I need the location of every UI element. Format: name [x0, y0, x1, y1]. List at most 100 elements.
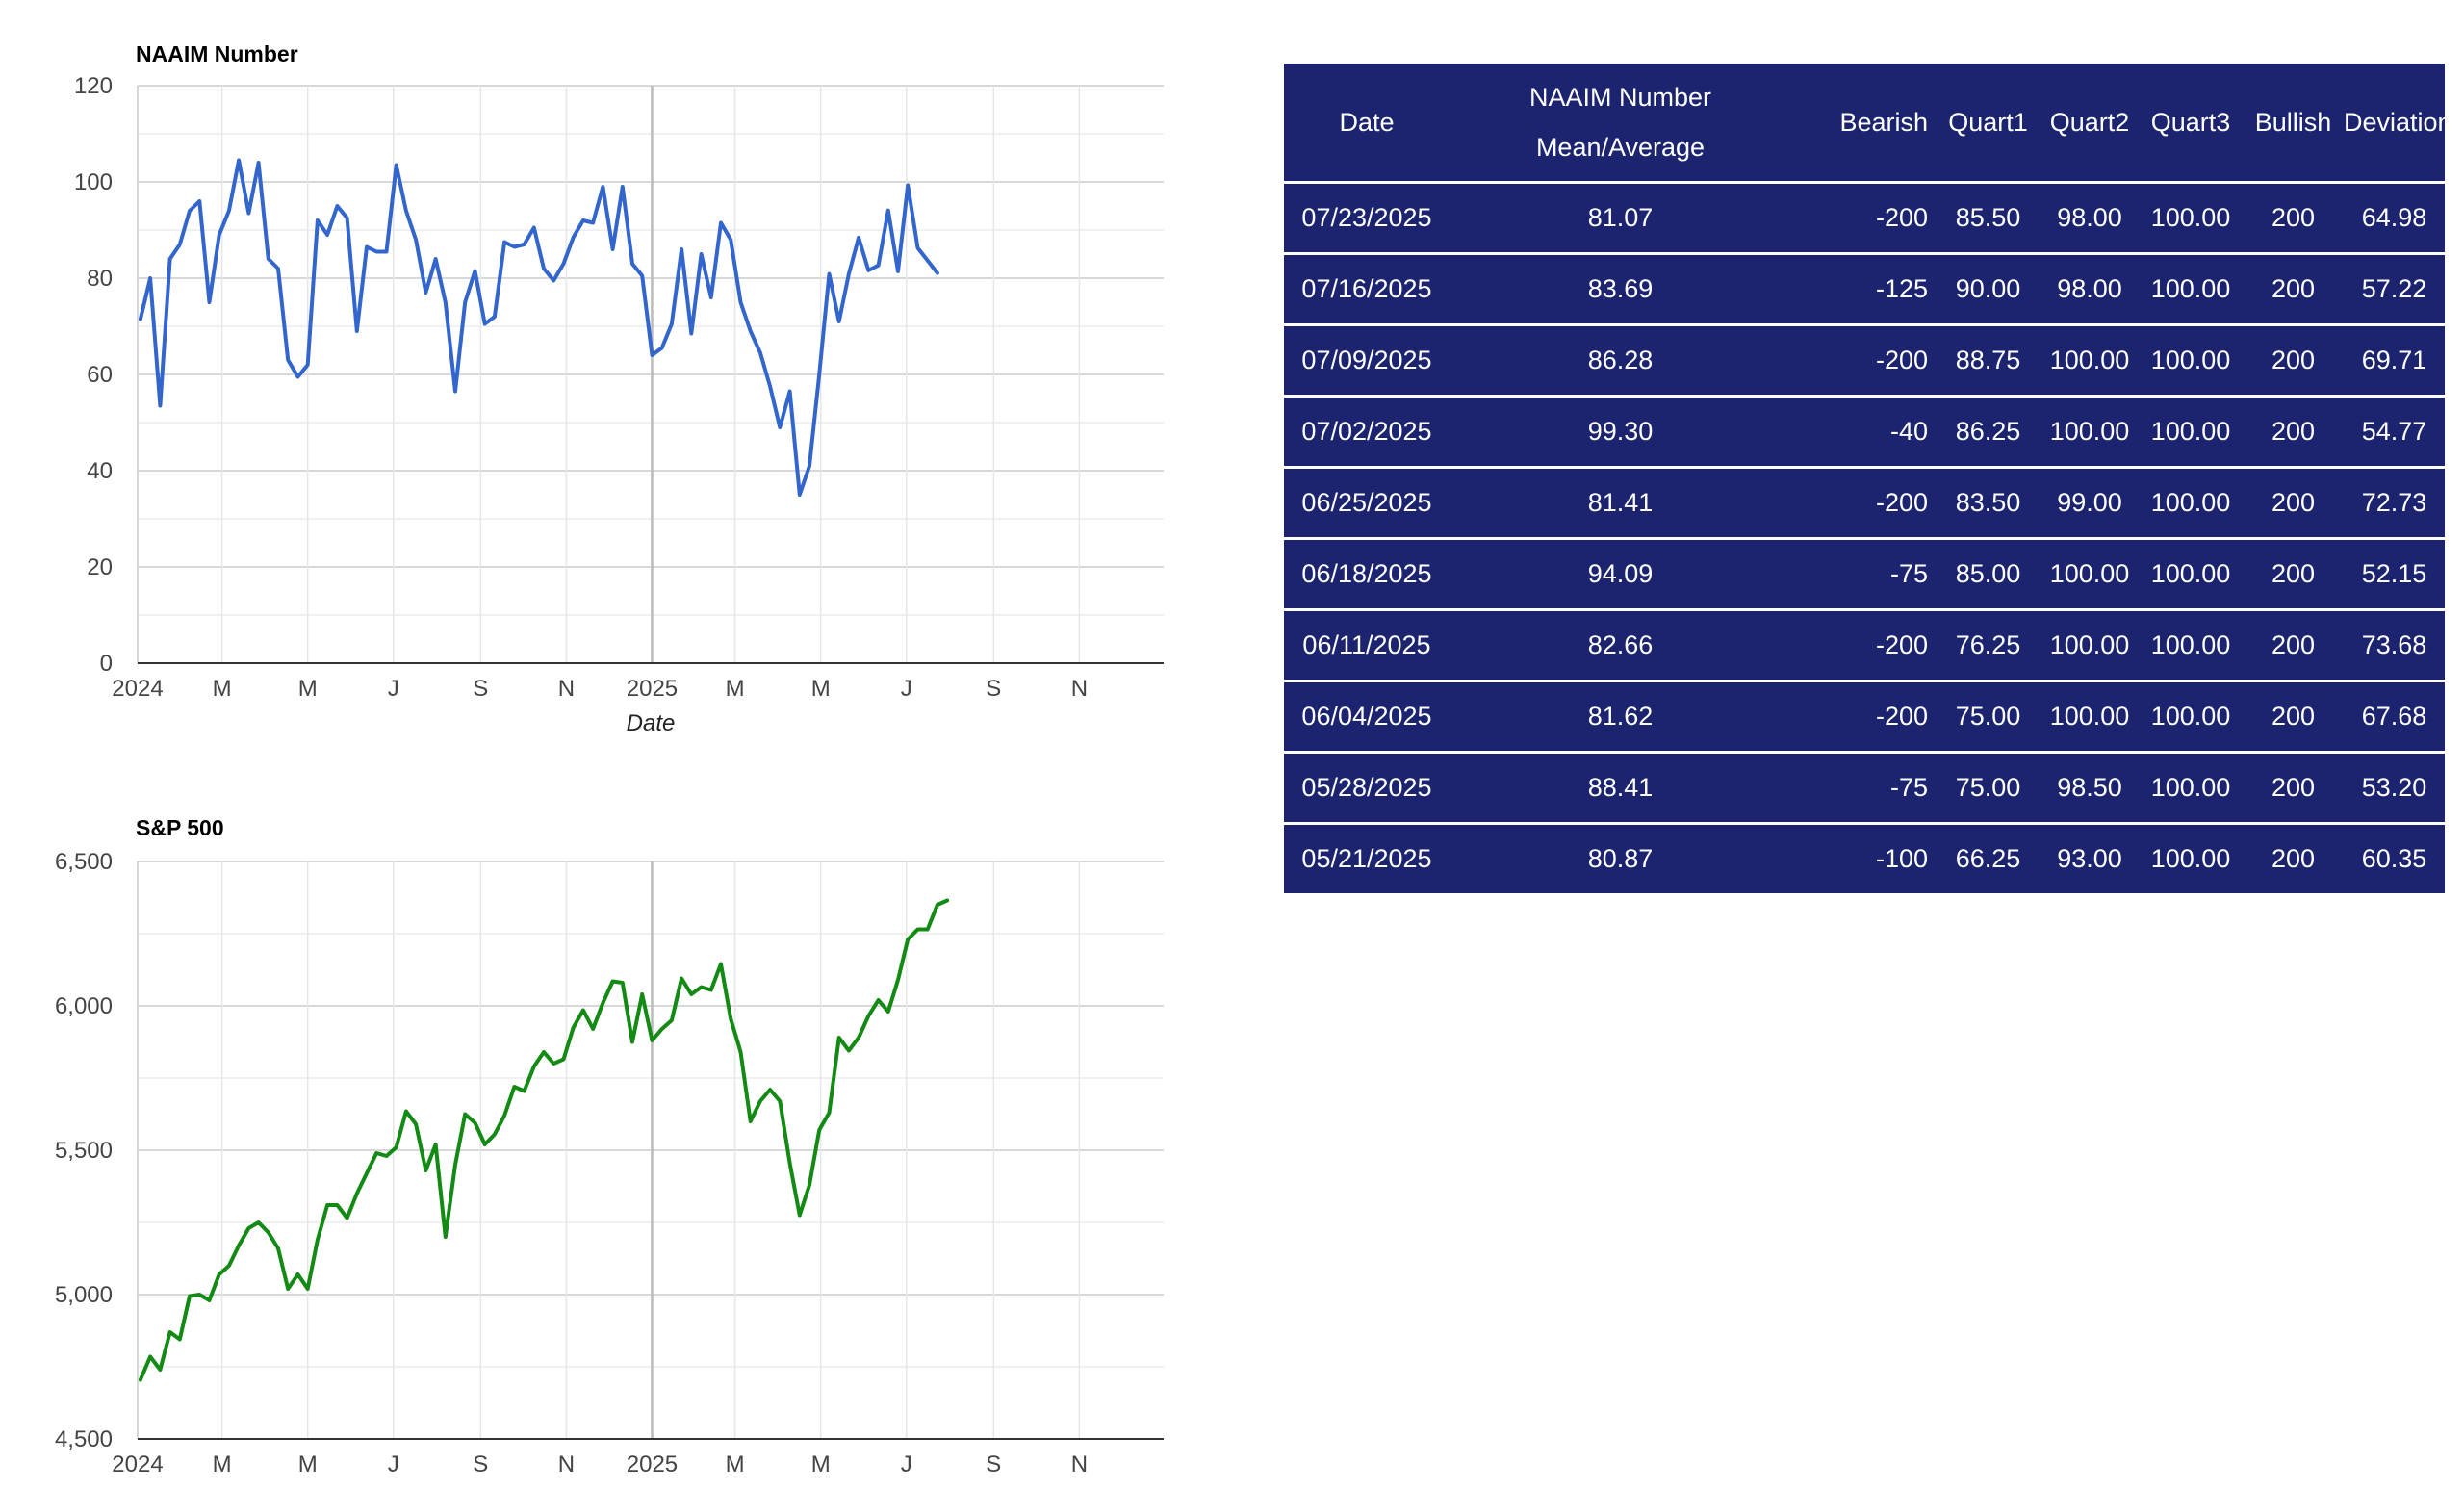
- cell-deviation: 54.77: [2344, 396, 2445, 469]
- header-bearish: Bearish: [1791, 64, 1936, 184]
- cell-quart2: 100.00: [2040, 681, 2139, 754]
- cell-bullish: 200: [2243, 396, 2344, 469]
- cell-quart2: 98.00: [2040, 253, 2139, 326]
- cell-date: 07/09/2025: [1284, 324, 1450, 398]
- cell-deviation: 73.68: [2344, 609, 2445, 682]
- x-tick-label: M: [298, 676, 318, 702]
- table-header-row: Date NAAIM Number Mean/Average Bearish Q…: [1284, 64, 2452, 184]
- cell-bearish: -200: [1791, 324, 1936, 398]
- cell-mean: 88.41: [1450, 752, 1791, 825]
- cell-deviation: 60.35: [2361, 844, 2427, 873]
- cell-quart3: 100.00: [2139, 324, 2243, 398]
- cell-quart1: 90.00: [1936, 253, 2040, 326]
- cell-date: 06/11/2025: [1284, 609, 1450, 682]
- cell-bullish: 200: [2243, 538, 2344, 611]
- cell-mean: 94.09: [1450, 538, 1791, 611]
- cell-quart3: 100.00: [2139, 182, 2243, 255]
- cell-quart1: 85.50: [1936, 182, 2040, 255]
- cell-deviation: 72.73: [2344, 467, 2445, 540]
- x-tick-label: M: [213, 1451, 232, 1477]
- x-tick-label: J: [388, 676, 399, 702]
- chart-title: S&P 500: [136, 815, 224, 840]
- table-row: 07/23/2025 81.07 -200 85.50 98.00 100.00 200 64…: [1284, 182, 2445, 255]
- cell-mean: 80.87: [1587, 844, 1654, 873]
- header-mean-line2: Mean/Average: [1535, 133, 1706, 162]
- cell-date: 07/23/2025: [1284, 182, 1450, 255]
- cell-bearish: -200: [1791, 681, 1936, 754]
- cell-quart3: 100.00: [2139, 752, 2243, 825]
- cell-bullish: 200: [2243, 182, 2344, 255]
- y-tick-label: 20: [87, 554, 113, 580]
- x-tick-label: 2024: [112, 676, 163, 702]
- cell-bearish: -40: [1791, 396, 1936, 469]
- x-tick-label: J: [388, 1451, 399, 1477]
- cell-mean: 99.30: [1450, 396, 1791, 469]
- cell-quart2: 100.00: [2040, 396, 2139, 469]
- series-line: [138, 158, 939, 497]
- x-tick-label: M: [298, 1451, 318, 1477]
- x-tick-label: 2025: [627, 1451, 678, 1477]
- header-bullish: Bullish: [2243, 64, 2344, 184]
- cell-quart3: 100.00: [2139, 681, 2243, 754]
- table-row: 06/25/2025 81.41 -200 83.50 99.00 100.00 200 72…: [1284, 467, 2445, 540]
- cell-quart1: 75.00: [1936, 752, 2040, 825]
- cell-date: 05/28/2025: [1284, 752, 1450, 825]
- cell-mean: 86.28: [1450, 324, 1791, 398]
- cell-quart3: 100.00: [2139, 253, 2243, 326]
- series-line: [138, 898, 950, 1382]
- cell-bearish: -125: [1791, 253, 1936, 326]
- cell-quart1: 66.25: [1955, 844, 2021, 873]
- header-mean-line1: NAAIM Number: [1528, 83, 1712, 112]
- header-date: Date: [1284, 64, 1450, 184]
- sp500-chart: S&P 500 4,500 5,000 5,500 6,000 6,500 2024 M M J S…: [0, 760, 1184, 1490]
- x-tick-label: 2024: [112, 1451, 163, 1477]
- cell-quart2: 98.00: [2040, 182, 2139, 255]
- y-tick-label: 40: [87, 458, 113, 484]
- table-body: 07/23/2025 81.07 -200 85.50 98.00 100.00 200 64…: [1284, 182, 2445, 894]
- cell-quart1: 75.00: [1936, 681, 2040, 754]
- y-tick-label: 4,500: [55, 1426, 113, 1452]
- cell-bearish: -75: [1791, 752, 1936, 825]
- x-tick-label: S: [986, 1451, 1001, 1477]
- cell-bullish: 200: [2243, 253, 2344, 326]
- x-tick-label: S: [473, 1451, 488, 1477]
- table-row: 06/04/2025 81.62 -200 75.00 100.00 100.00 200 6…: [1284, 681, 2445, 754]
- x-tick-label: M: [811, 1451, 831, 1477]
- cell-quart2: 100.00: [2040, 538, 2139, 611]
- y-tick-label: 100: [74, 169, 113, 195]
- x-tick-label: M: [213, 676, 232, 702]
- x-tick-label: S: [986, 676, 1001, 702]
- cell-deviation: 57.22: [2344, 253, 2445, 326]
- sp500-chart-svg: S&P 500 4,500 5,000 5,500 6,000 6,500 2024 M M J S…: [55, 815, 1164, 1490]
- cell-quart2: 93.00: [2057, 844, 2122, 873]
- header-quart2: Quart2: [2040, 64, 2139, 184]
- y-tick-label: 0: [100, 651, 113, 677]
- cell-mean: 81.41: [1450, 467, 1791, 540]
- cell-quart3: 100.00: [2139, 609, 2243, 682]
- cell-bearish: -100: [1875, 844, 1928, 873]
- cell-deviation: 53.20: [2344, 752, 2445, 825]
- cell-date: 06/18/2025: [1284, 538, 1450, 611]
- cell-mean: 83.69: [1450, 253, 1791, 326]
- chart-title: NAAIM Number: [136, 41, 298, 66]
- y-tick-label: 6,500: [55, 849, 113, 875]
- cell-quart3: 100.00: [2150, 844, 2231, 873]
- x-tick-label: N: [1071, 1451, 1088, 1477]
- cell-bearish: -200: [1791, 467, 1936, 540]
- table-row: 06/11/2025 82.66 -200 76.25 100.00 100.00 200 7…: [1284, 609, 2445, 682]
- cell-bearish: -75: [1791, 538, 1936, 611]
- cell-bullish: 200: [2243, 752, 2344, 825]
- cell-deviation: 64.98: [2344, 182, 2445, 255]
- naaim-data-table: Date NAAIM Number Mean/Average Bearish Q…: [1284, 64, 2452, 894]
- cell-bullish: 200: [2243, 324, 2344, 398]
- cell-bullish: 200: [2243, 681, 2344, 754]
- table-row: 06/18/2025 94.09 -75 85.00 100.00 100.00 200 52…: [1284, 538, 2445, 611]
- x-tick-label: J: [901, 1451, 912, 1477]
- table-row: 07/02/2025 99.30 -40 86.25 100.00 100.00 200 54…: [1284, 396, 2445, 469]
- cell-quart1: 76.25: [1936, 609, 2040, 682]
- cell-date: 06/25/2025: [1284, 467, 1450, 540]
- table-row: 07/09/2025 86.28 -200 88.75 100.00 100.00 200 6…: [1284, 324, 2445, 398]
- x-tick-label: 2025: [627, 676, 678, 702]
- cell-deviation: 67.68: [2344, 681, 2445, 754]
- table-row: 05/21/2025 80.87 -100 66.25 93.00 100.00 200 60…: [1284, 824, 2445, 894]
